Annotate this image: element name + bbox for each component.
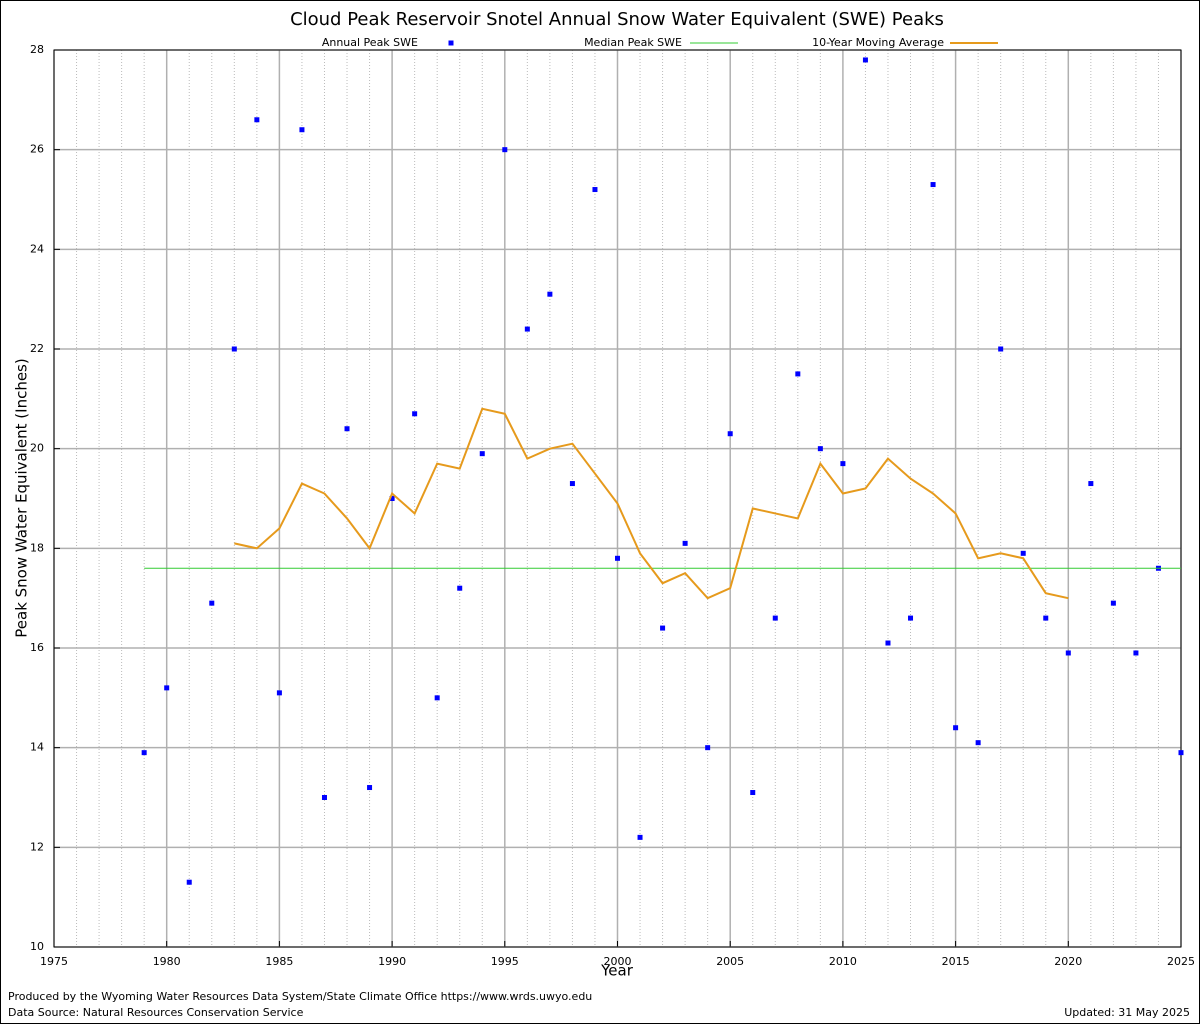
y-tick-label: 20 (30, 442, 44, 455)
point (953, 725, 959, 731)
point (502, 147, 508, 153)
y-tick-label: 28 (30, 43, 44, 56)
y-tick-label: 10 (30, 940, 44, 953)
plot-marks (141, 57, 1184, 885)
point (998, 346, 1004, 352)
point (727, 431, 733, 437)
point (389, 496, 395, 501)
y-tick-label: 22 (30, 342, 44, 355)
y-axis-label: Peak Snow Water Equivalent (Inches) (13, 358, 31, 637)
y-tick-label: 24 (30, 242, 44, 255)
point (569, 481, 575, 487)
x-tick-label: 1980 (153, 955, 181, 968)
line (234, 407, 1069, 600)
point (254, 117, 260, 123)
point (930, 182, 936, 188)
point (209, 600, 215, 606)
point (1110, 600, 1116, 606)
point (795, 371, 801, 377)
point (862, 57, 868, 63)
point (231, 346, 237, 352)
legend-label: 10-Year Moving Average (812, 36, 944, 49)
point (1020, 550, 1026, 556)
point (750, 790, 756, 796)
point (615, 555, 620, 561)
legend-label: Annual Peak SWE (322, 36, 418, 49)
point (479, 451, 485, 457)
point (637, 834, 643, 840)
point (1065, 650, 1071, 656)
plot-border (53, 49, 1182, 948)
x-tick-label: 1995 (491, 955, 519, 968)
y-tick-label: 12 (30, 840, 44, 853)
point (524, 326, 530, 332)
point (344, 426, 350, 432)
x-tick-label: 2000 (604, 955, 632, 968)
x-axis-label: Year (600, 962, 634, 980)
point (705, 745, 711, 751)
x-tick-label: 2025 (1167, 955, 1195, 968)
x-tick-label: 1985 (265, 955, 293, 968)
x-tick-label: 2005 (716, 955, 744, 968)
footer-text: Updated: 31 May 2025 (1064, 1006, 1190, 1019)
point (1178, 750, 1184, 756)
y-tick-label: 18 (30, 541, 44, 554)
point (1133, 650, 1139, 656)
footer-text: Data Source: Natural Resources Conservat… (8, 1006, 304, 1019)
point (1043, 615, 1049, 621)
point (457, 585, 463, 591)
y-tick-label: 16 (30, 641, 44, 654)
point (434, 695, 440, 701)
legend-marker (448, 40, 454, 46)
point (547, 291, 553, 297)
point (1088, 481, 1094, 487)
point (682, 540, 688, 546)
legend-label: Median Peak SWE (584, 36, 682, 49)
x-tick-label: 2015 (942, 955, 970, 968)
y-tick-label: 14 (30, 741, 44, 754)
grid (53, 49, 1182, 948)
footer-text: Produced by the Wyoming Water Resources … (8, 990, 592, 1003)
point (321, 795, 327, 800)
point (660, 625, 666, 631)
x-tick-label: 1975 (40, 955, 68, 968)
point (141, 750, 147, 756)
point (367, 785, 373, 791)
point (592, 187, 598, 193)
point (772, 615, 778, 621)
x-tick-label: 2020 (1054, 955, 1082, 968)
point (975, 740, 981, 746)
point (908, 615, 914, 621)
point (885, 640, 891, 646)
y-tick-label: 26 (30, 143, 44, 156)
point (164, 685, 170, 691)
chart-title: Cloud Peak Reservoir Snotel Annual Snow … (290, 9, 944, 30)
point (817, 446, 823, 452)
point (412, 411, 418, 417)
point (299, 127, 305, 133)
x-tick-label: 1990 (378, 955, 406, 968)
point (276, 690, 282, 696)
point (840, 461, 846, 467)
point (186, 879, 192, 885)
x-tick-label: 2010 (829, 955, 857, 968)
